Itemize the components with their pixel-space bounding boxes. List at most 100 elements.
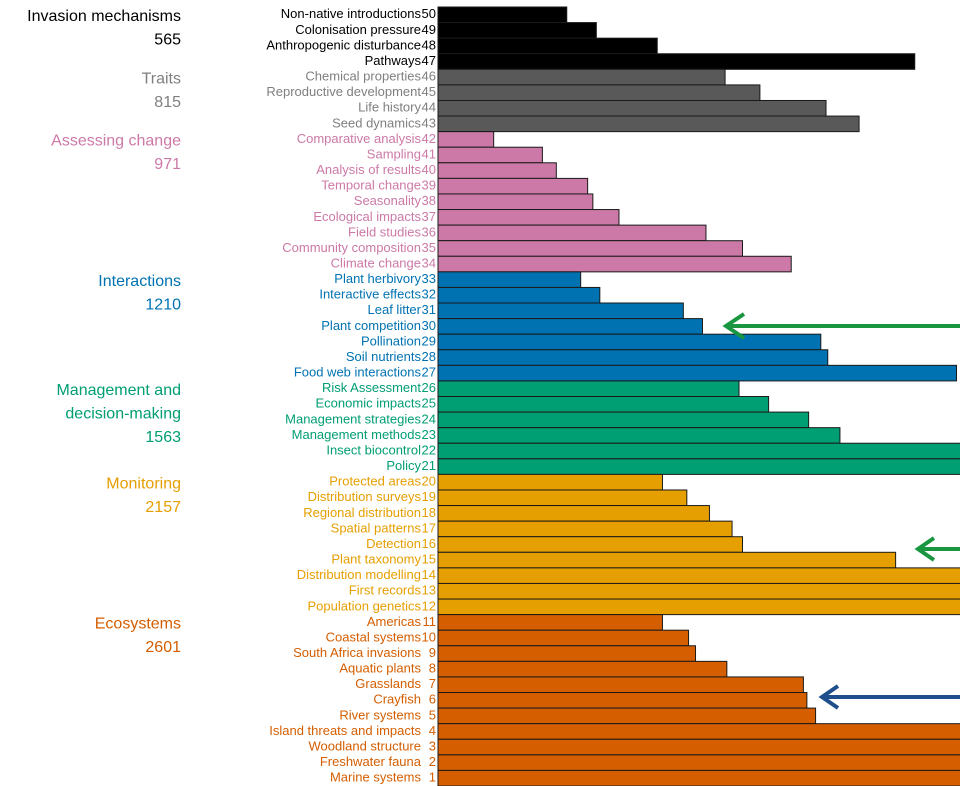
topic-label: Plant competition xyxy=(321,318,421,333)
bar xyxy=(437,286,601,304)
topic-label: Management methods xyxy=(292,427,422,442)
topic-label: Leaf litter xyxy=(368,302,422,317)
topic-number: 25 xyxy=(422,396,436,411)
topic-number: 50 xyxy=(422,6,436,21)
bar xyxy=(437,598,960,616)
topic-number: 33 xyxy=(422,271,436,286)
topic-label: Woodland structure xyxy=(309,738,422,753)
topic-label: Marine systems xyxy=(330,770,422,785)
topic-number: 46 xyxy=(422,69,436,84)
topic-number: 15 xyxy=(422,552,436,567)
bar xyxy=(437,676,804,694)
bar xyxy=(437,209,620,226)
bar xyxy=(437,707,817,725)
topic-label: Economic impacts xyxy=(316,396,422,411)
topic-number: 49 xyxy=(422,22,436,37)
topic-label: Aquatic plants xyxy=(339,661,421,676)
topic-number: 37 xyxy=(422,209,436,224)
topic-label: Population genetics xyxy=(308,598,422,613)
topic-number: 47 xyxy=(422,53,436,68)
bar xyxy=(437,146,543,164)
topic-label: First records xyxy=(349,583,422,598)
group-total: 2157 xyxy=(145,499,181,516)
group-name: Monitoring xyxy=(106,475,181,492)
bar xyxy=(437,333,822,351)
bar xyxy=(437,427,841,444)
topic-number: 44 xyxy=(422,100,436,115)
bar xyxy=(437,68,726,86)
topic-label: Pathways xyxy=(365,53,422,68)
topic-number: 38 xyxy=(422,193,436,208)
bar xyxy=(437,177,589,195)
topic-number: 45 xyxy=(422,84,436,99)
bar xyxy=(437,411,810,429)
topic-number: 24 xyxy=(422,411,436,426)
bar xyxy=(437,645,697,662)
topic-label: Coastal systems xyxy=(326,629,422,644)
bar xyxy=(437,271,582,288)
topic-label: Risk Assessment xyxy=(322,380,421,395)
bar xyxy=(437,318,703,335)
bar xyxy=(437,692,808,709)
group-total: 2601 xyxy=(145,639,181,656)
bar xyxy=(437,442,960,460)
bar xyxy=(437,99,827,117)
bar xyxy=(437,738,960,756)
topic-label: Climate change xyxy=(331,256,421,271)
topic-label: Americas xyxy=(367,614,422,629)
topic-number: 17 xyxy=(422,520,436,535)
topic-label: Management strategies xyxy=(285,411,421,426)
arrow-1 xyxy=(722,312,960,340)
topic-number: 48 xyxy=(422,37,436,52)
bar xyxy=(437,520,733,538)
bar xyxy=(437,115,860,133)
topic-number: 11 xyxy=(423,614,437,629)
topic-number: 23 xyxy=(422,427,436,442)
topic-label: South Africa invasions xyxy=(293,645,421,660)
topic-label: Freshwater fauna xyxy=(320,754,422,769)
topic-label: Interactive effects xyxy=(319,287,421,302)
bar xyxy=(437,37,658,55)
bar xyxy=(437,131,495,148)
topic-label: Seed dynamics xyxy=(332,115,421,130)
topic-label: Community composition xyxy=(282,240,421,255)
group-name: Ecosystems xyxy=(95,616,181,633)
group-total: 1563 xyxy=(145,429,181,446)
group-total: 565 xyxy=(154,32,181,49)
topic-number: 9 xyxy=(429,645,436,660)
topic-label: Plant herbivory xyxy=(334,271,421,286)
arrow-3 xyxy=(818,684,960,710)
topic-number: 20 xyxy=(422,474,436,489)
group-name: Assessing change xyxy=(51,133,181,150)
topic-label: Policy xyxy=(386,458,421,473)
topic-label: Plant taxonomy xyxy=(331,552,421,567)
topic-label: Distribution surveys xyxy=(308,489,422,504)
bar xyxy=(437,660,728,678)
topic-number: 3 xyxy=(429,738,436,753)
topic-label: Soil nutrients xyxy=(346,349,422,364)
bar xyxy=(437,364,958,382)
topic-number: 43 xyxy=(422,115,436,130)
topic-label: Pollination xyxy=(361,333,421,348)
bar xyxy=(437,193,594,211)
topic-number: 27 xyxy=(422,365,436,380)
topic-label: Food web interactions xyxy=(294,365,422,380)
topic-number: 21 xyxy=(422,458,436,473)
bar xyxy=(437,489,688,507)
group-total: 971 xyxy=(154,156,181,173)
topic-label: Protected areas xyxy=(329,474,421,489)
topic-number: 34 xyxy=(422,256,436,271)
topic-number: 26 xyxy=(422,380,436,395)
topic-number: 10 xyxy=(422,629,436,644)
bar xyxy=(437,380,740,398)
topic-number: 29 xyxy=(422,333,436,348)
bar xyxy=(437,582,960,600)
bar xyxy=(437,754,960,771)
topic-number: 4 xyxy=(429,723,436,738)
topic-label: Anthropogenic disturbance xyxy=(266,37,421,52)
topic-number: 39 xyxy=(422,178,436,193)
topic-label: Ecological impacts xyxy=(313,209,421,224)
topic-label: River systems xyxy=(339,707,421,722)
